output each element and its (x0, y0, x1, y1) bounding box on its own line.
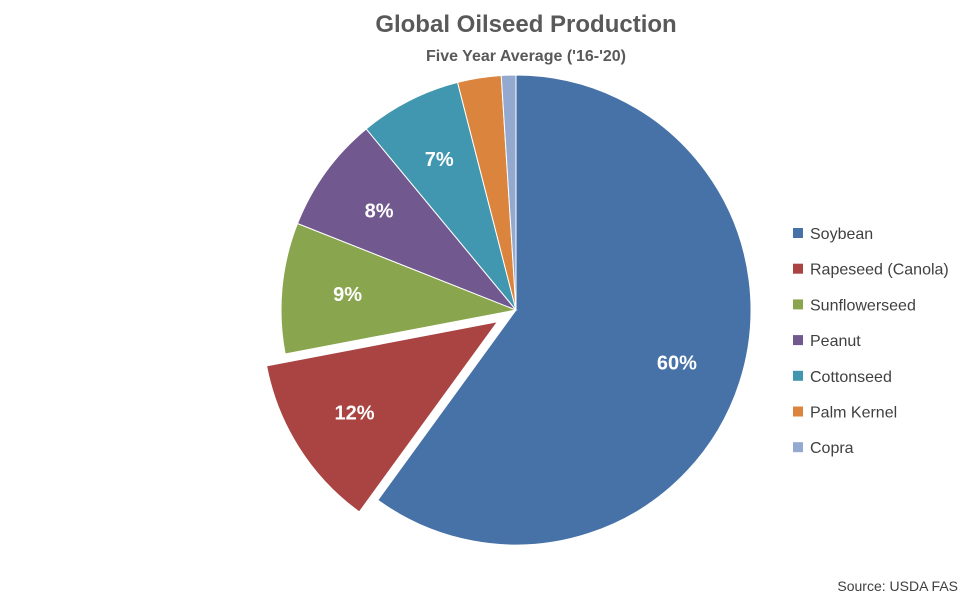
legend-swatch-soybean (793, 228, 803, 238)
chart-title: Global Oilseed Production (375, 11, 676, 38)
legend-swatch-rapeseed-canola (793, 263, 803, 274)
data-label-peanut: 8% (365, 201, 394, 223)
pie-slices (266, 74, 752, 546)
source-note: Source: USDA FAS (837, 578, 958, 594)
legend-label-soybean: Soybean (810, 226, 873, 243)
legend-label-rapeseed-canola: Rapeseed (Canola) (810, 262, 949, 279)
legend-label-cottonseed: Cottonseed (810, 369, 892, 386)
legend-swatch-copra (793, 442, 803, 453)
legend-swatch-peanut (793, 335, 803, 346)
pie-slice-soybean (377, 74, 752, 546)
data-label-cottonseed: 7% (425, 149, 454, 171)
pie-slice-copra (500, 74, 517, 311)
legend-label-sunflowerseed: Sunflowerseed (810, 297, 916, 314)
pie-slice-sunflowerseed (280, 222, 518, 355)
legend-label-copra: Copra (810, 440, 854, 457)
legend-label-peanut: Peanut (810, 333, 861, 350)
data-label-rapeseed-canola: 12% (335, 402, 375, 424)
pie-slice-rapeseed-canola (266, 321, 499, 513)
data-label-soybean: 60% (657, 352, 697, 374)
legend-swatch-cottonseed (793, 370, 803, 381)
data-label-sunflowerseed: 9% (333, 284, 362, 306)
legend-label-palm-kernel: Palm Kernel (810, 405, 897, 422)
legend-swatch-sunflowerseed (793, 299, 803, 310)
chart-subtitle: Five Year Average ('16-'20) (426, 48, 626, 65)
pie-slice-cottonseed (365, 81, 517, 311)
legend-swatch-palm-kernel (793, 406, 803, 417)
legend: Soybean Rapeseed (Canola) Sunflowerseed Pea… (793, 226, 949, 457)
pie-slice-peanut (296, 128, 517, 311)
pie-data-labels: 60% 12% 9% 8% 7% (333, 149, 697, 424)
